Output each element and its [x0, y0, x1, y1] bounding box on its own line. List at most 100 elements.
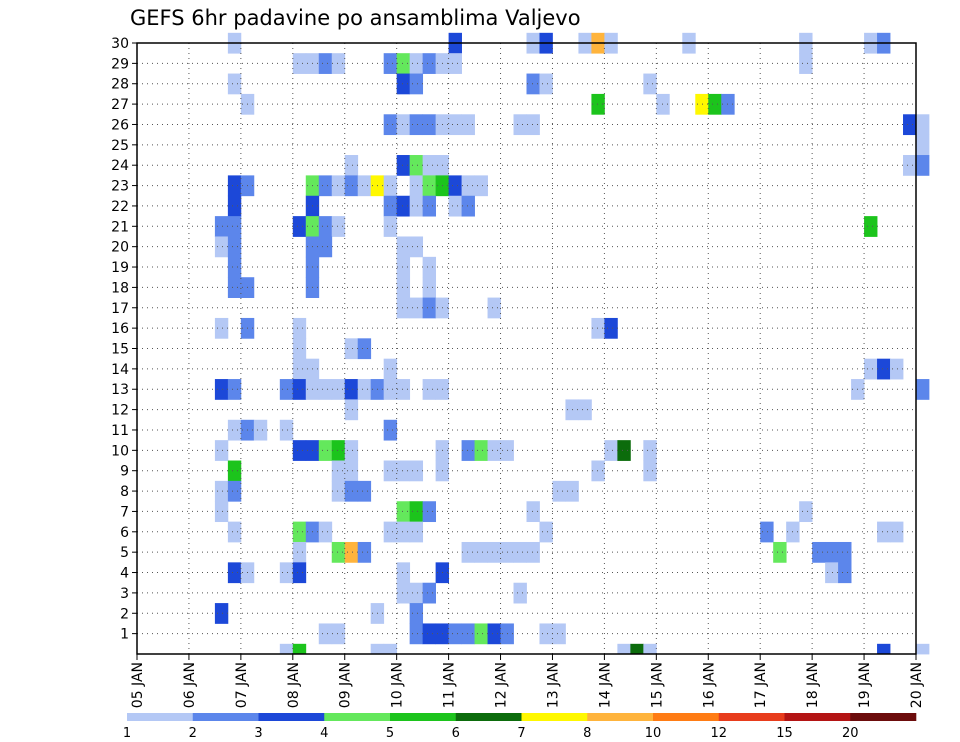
heatmap-cell [227, 460, 242, 482]
y-tick-label: 7 [120, 504, 129, 520]
heatmap-cell [578, 399, 592, 421]
heatmap-cell [357, 379, 372, 400]
heatmap-cell [396, 277, 411, 298]
heatmap-cell [422, 501, 437, 523]
legend-swatch [653, 713, 720, 721]
y-tick-label: 6 [120, 525, 129, 541]
heatmap-cell [890, 358, 904, 380]
heatmap-cell [916, 114, 930, 136]
heatmap-cell [396, 155, 411, 176]
heatmap-cell [396, 460, 411, 482]
x-tick-label: 07 JAN [234, 662, 250, 708]
heatmap-cell [357, 338, 372, 360]
heatmap-cell [318, 175, 333, 197]
heatmap-cell [448, 623, 462, 645]
x-axis-ticks: 05 JAN 06 JAN 07 JAN 08 JAN 09 JAN 10 JAN 11 J… [130, 654, 925, 708]
heatmap-cell [643, 643, 657, 655]
heatmap-cell [227, 379, 242, 400]
heatmap-cell [318, 440, 333, 461]
heatmap-cell [461, 623, 475, 645]
y-tick-label: 29 [111, 56, 129, 72]
legend-label: 12 [710, 726, 727, 741]
heatmap-cell [552, 623, 566, 645]
heatmap-cell [331, 175, 346, 197]
heatmap-cell [227, 419, 242, 441]
y-tick-label: 10 [111, 443, 129, 459]
x-tick-label: 14 JAN [597, 662, 613, 708]
heatmap-cell [409, 603, 424, 624]
heatmap-cell [448, 195, 462, 217]
heatmap-cell [422, 114, 437, 136]
heatmap-cell [344, 440, 359, 461]
heatmap-cell [487, 541, 501, 563]
x-tick-label: 12 JAN [494, 662, 510, 708]
heatmap-cell [708, 93, 722, 115]
x-tick-label: 09 JAN [338, 662, 354, 708]
x-tick-label: 20 JAN [909, 662, 925, 708]
heatmap-cell [760, 521, 774, 543]
heatmap-cell [344, 541, 359, 563]
y-axis-ticks: 1234567891011121314151617181920212223242… [111, 36, 137, 643]
legend-swatch [587, 713, 654, 721]
heatmap-cell [422, 582, 437, 604]
heatmap-cell [799, 53, 813, 74]
heatmap-cell [422, 256, 437, 278]
y-tick-label: 14 [111, 362, 129, 378]
legend-swatch [258, 713, 325, 721]
heatmap-cell [357, 480, 372, 502]
y-tick-label: 30 [111, 36, 129, 52]
heatmap-cell [409, 521, 424, 543]
heatmap-cell [227, 562, 242, 584]
heatmap-cell [383, 195, 398, 217]
heatmap-cell [877, 521, 891, 543]
legend-label: 7 [517, 726, 525, 741]
heatmap-cell [383, 53, 398, 74]
heatmap-cell [253, 419, 268, 441]
heatmap-cell [409, 195, 424, 217]
legend-label: 15 [776, 726, 793, 741]
heatmap-cell [695, 93, 709, 115]
heatmap-cell [331, 216, 346, 237]
heatmap-cell [331, 440, 346, 461]
heatmap-cell [604, 317, 618, 339]
heatmap-cell [292, 521, 307, 543]
heatmap-cell [331, 623, 346, 645]
heatmap-cell [487, 440, 501, 461]
heatmap-cell [409, 114, 424, 136]
heatmap-cell [344, 480, 359, 502]
heatmap-cell [279, 643, 294, 655]
heatmap-cell [838, 562, 852, 584]
heatmap-cell [513, 582, 527, 604]
heatmap-cell [383, 175, 398, 197]
y-tick-label: 13 [111, 382, 129, 398]
heatmap-cell [214, 236, 229, 258]
heatmap-cell [383, 358, 398, 380]
heatmap-cell [617, 643, 631, 655]
heatmap-cell [357, 541, 372, 563]
heatmap-cell [409, 73, 424, 95]
heatmap-cell [318, 623, 333, 645]
heatmap-cell [292, 216, 307, 237]
heatmap-cell [214, 501, 229, 523]
legend-label: 6 [452, 726, 460, 741]
legend-label: 3 [254, 726, 262, 741]
heatmap-cell [409, 175, 424, 197]
heatmap-cell [279, 379, 294, 400]
y-tick-label: 23 [111, 179, 129, 195]
heatmap-cell [227, 277, 242, 298]
y-tick-label: 4 [120, 566, 129, 582]
y-tick-label: 2 [120, 606, 129, 622]
x-tick-label: 11 JAN [442, 662, 458, 708]
heatmap-cell [422, 53, 437, 74]
y-tick-label: 26 [111, 117, 129, 133]
heatmap-cell [539, 73, 553, 95]
legend-label: 4 [320, 726, 328, 741]
heatmap-cell [344, 399, 359, 421]
heatmap-cell [318, 521, 333, 543]
heatmap-cell [812, 541, 826, 563]
heatmap-cell [409, 501, 424, 523]
heatmap-cell [448, 175, 462, 197]
heatmap-cell [214, 480, 229, 502]
x-tick-label: 17 JAN [753, 662, 769, 708]
